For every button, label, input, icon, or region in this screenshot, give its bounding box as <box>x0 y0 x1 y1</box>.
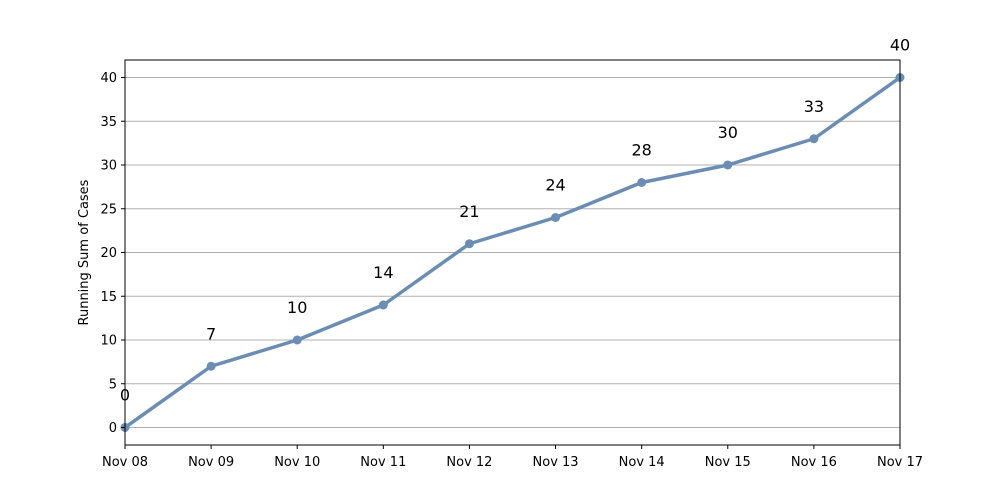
data-label: 7 <box>206 324 216 343</box>
data-label: 10 <box>287 298 307 317</box>
x-tick-label: Nov 11 <box>360 455 406 470</box>
data-point <box>809 134 819 144</box>
data-point <box>292 335 302 345</box>
data-point <box>378 300 388 310</box>
x-tick-label: Nov 17 <box>877 455 923 470</box>
data-label: 28 <box>631 141 651 160</box>
x-tick-label: Nov 15 <box>705 455 751 470</box>
x-axis: Nov 08 Nov 09 Nov 10 Nov 11 Nov 12 Nov 13 Nov … <box>102 445 923 470</box>
data-label: 24 <box>545 176 565 195</box>
data-label: 21 <box>459 202 479 221</box>
y-tick-label: 20 <box>100 246 117 261</box>
x-tick-label: Nov 16 <box>791 455 837 470</box>
data-label: 30 <box>718 123 738 142</box>
x-tick-label: Nov 13 <box>533 455 579 470</box>
y-tick-label: 15 <box>100 290 117 305</box>
data-point <box>723 160 733 170</box>
data-point <box>551 213 561 222</box>
x-tick-label: Nov 09 <box>188 455 234 470</box>
series-line <box>123 75 902 430</box>
x-tick-label: Nov 08 <box>102 455 148 470</box>
data-label: 14 <box>373 263 393 282</box>
y-axis-title: Running Sum of Cases <box>77 179 92 325</box>
y-tick-label: 0 <box>109 421 117 436</box>
x-tick-label: Nov 12 <box>446 455 492 470</box>
data-label: 33 <box>804 97 824 116</box>
x-tick-label: Nov 14 <box>619 455 665 470</box>
y-tick-label: 10 <box>100 334 117 349</box>
gridlines <box>125 77 900 428</box>
series-layer <box>120 73 905 432</box>
data-point <box>637 178 647 187</box>
data-label: 40 <box>890 36 910 55</box>
x-tick-label: Nov 10 <box>274 455 320 470</box>
y-tick-label: 40 <box>100 71 117 86</box>
y-tick-label: 25 <box>100 202 117 217</box>
y-axis: 0 5 10 15 20 25 30 35 40 <box>100 71 125 436</box>
y-tick-label: 5 <box>109 377 117 392</box>
data-point <box>206 361 216 371</box>
y-tick-label: 35 <box>100 115 117 130</box>
data-point <box>464 239 474 249</box>
y-tick-label: 30 <box>100 159 117 174</box>
